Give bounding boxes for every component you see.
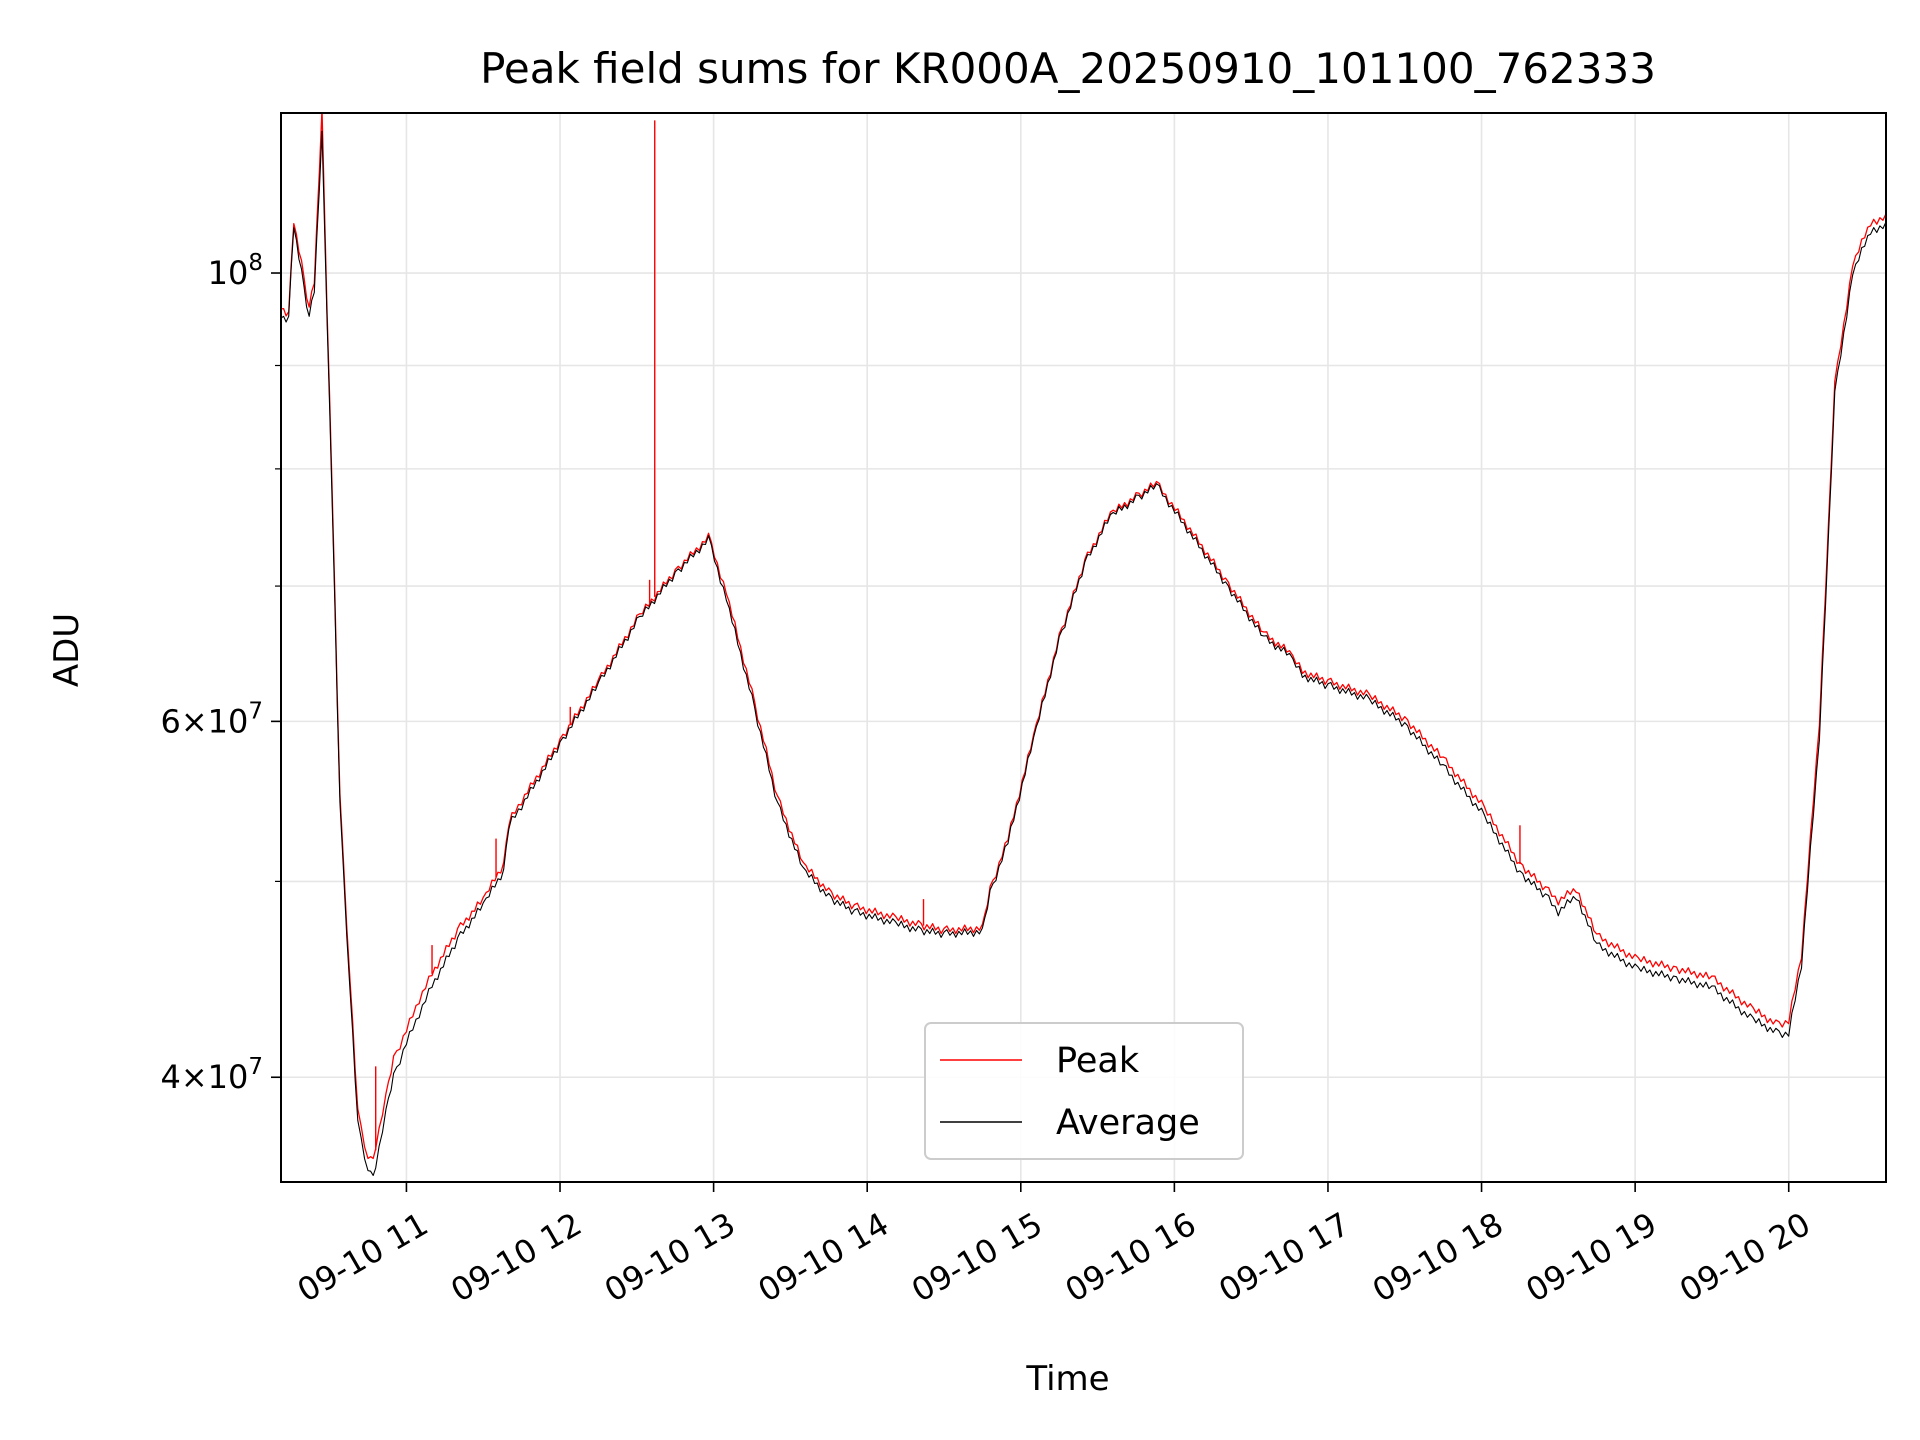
y-tick-label: 4×107 bbox=[160, 1054, 263, 1096]
series-layer bbox=[281, 113, 1886, 1176]
legend-label-peak: Peak bbox=[1056, 1041, 1140, 1081]
y-tick-label: 108 bbox=[208, 250, 263, 292]
plot-frame bbox=[280, 112, 1887, 1183]
legend-label-average: Average bbox=[1056, 1103, 1200, 1143]
legend-box bbox=[924, 1022, 1244, 1160]
series-line-average bbox=[281, 130, 1886, 1176]
y-axis-label: ADU bbox=[47, 613, 87, 687]
series-line-peak bbox=[281, 113, 1886, 1160]
legend: Peak Average bbox=[924, 1022, 1244, 1160]
y-tick-label: 6×107 bbox=[160, 698, 263, 740]
y-axis-ticks: 4×107 6×107 108 bbox=[160, 250, 281, 1096]
chart-title: Peak field sums for KR000A_20250910_1011… bbox=[480, 44, 1656, 93]
x-axis-label: Time bbox=[1025, 1359, 1109, 1399]
